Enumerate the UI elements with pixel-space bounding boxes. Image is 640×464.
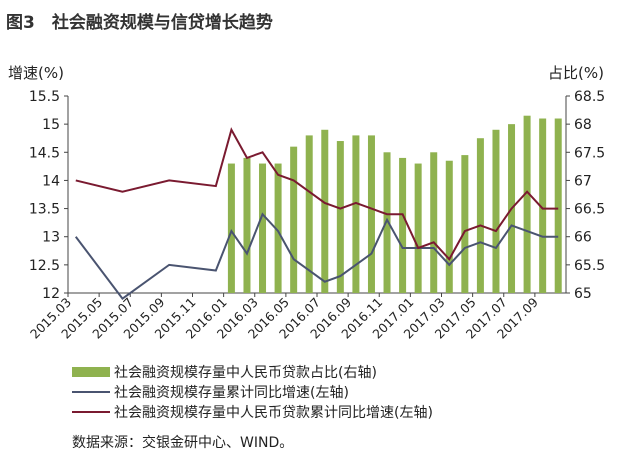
left-tick-label: 14.5 xyxy=(29,145,60,161)
left-tick-label: 15.5 xyxy=(29,89,60,105)
bar xyxy=(430,152,438,293)
right-tick-label: 68 xyxy=(574,117,592,133)
bar xyxy=(492,129,500,293)
bar xyxy=(367,135,375,293)
bar xyxy=(243,157,251,293)
right-tick-label: 65 xyxy=(574,286,592,302)
bar xyxy=(461,155,469,293)
legend-swatch xyxy=(72,411,110,413)
legend-swatch xyxy=(72,391,110,393)
bar xyxy=(259,163,267,293)
bar xyxy=(476,138,484,293)
source-note: 数据来源：交银金研中心、WIND。 xyxy=(72,435,294,451)
chart-title: 图3 社会融资规模与信贷增长趋势 xyxy=(6,13,273,33)
left-tick-label: 12.5 xyxy=(29,258,60,274)
bar xyxy=(227,163,235,293)
left-tick-label: 13 xyxy=(42,230,60,246)
right-tick-label: 67 xyxy=(574,173,592,189)
series-line-2 xyxy=(75,127,559,261)
bar xyxy=(383,152,391,293)
series-line-1 xyxy=(74,212,559,301)
legend-item-red: 社会融资规模存量中人民币贷款累计同比增速(左轴) xyxy=(72,402,433,422)
legend-item-blue: 社会融资规模存量累计同比增速(左轴) xyxy=(72,382,349,402)
bar xyxy=(539,118,547,293)
legend-item-bar: 社会融资规模存量中人民币贷款占比(右轴) xyxy=(72,362,377,382)
left-tick-label: 12 xyxy=(42,286,60,302)
bar xyxy=(274,163,282,293)
right-tick-label: 65.5 xyxy=(574,258,605,274)
legend-label: 社会融资规模存量中人民币贷款累计同比增速(左轴) xyxy=(114,405,433,421)
right-tick-label: 66 xyxy=(574,230,592,246)
bar xyxy=(523,115,531,293)
right-tick-label: 68.5 xyxy=(574,89,605,105)
left-tick-label: 15 xyxy=(42,117,60,133)
bar xyxy=(352,135,360,293)
bar xyxy=(445,160,453,293)
bar xyxy=(336,141,344,293)
bar xyxy=(414,163,422,293)
legend-label: 社会融资规模存量中人民币贷款占比(右轴) xyxy=(114,365,377,381)
right-tick-label: 66.5 xyxy=(574,202,605,218)
legend-label: 社会融资规模存量累计同比增速(左轴) xyxy=(114,385,349,401)
left-tick-label: 13.5 xyxy=(29,202,60,218)
legend-swatch xyxy=(72,367,110,377)
bar xyxy=(290,146,298,293)
right-tick-label: 67.5 xyxy=(574,145,605,161)
left-tick-label: 14 xyxy=(42,173,60,189)
right-axis-label: 占比(%) xyxy=(548,64,604,82)
bar xyxy=(554,118,562,293)
left-axis-label: 增速(%) xyxy=(8,64,64,82)
bar xyxy=(321,129,329,293)
bar xyxy=(399,157,407,293)
bar xyxy=(305,135,313,293)
